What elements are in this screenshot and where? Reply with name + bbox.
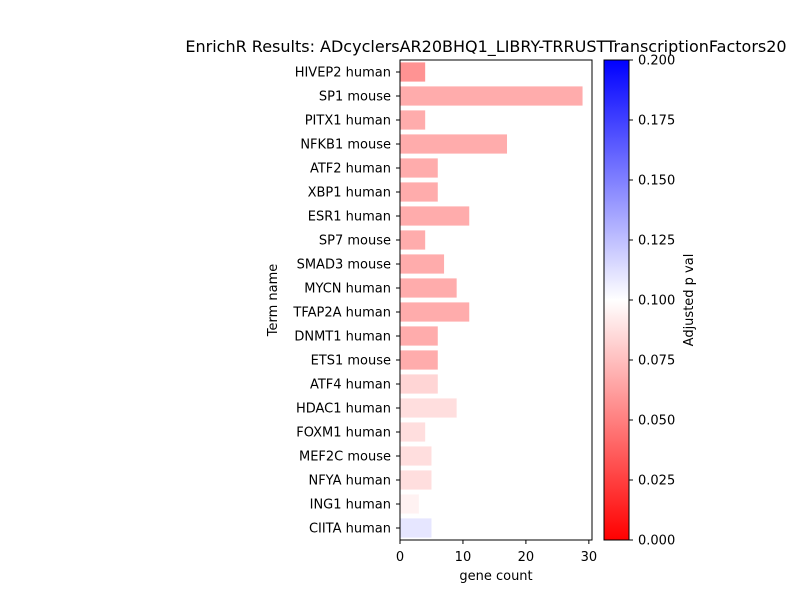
colorbar-tick-label: 0.000 — [638, 534, 675, 549]
y-tick-label: SP1 mouse — [319, 90, 391, 105]
y-tick-label: FOXM1 human — [296, 426, 391, 441]
bar-mycn-human — [400, 278, 457, 298]
colorbar-tick-label: 0.050 — [638, 414, 675, 429]
bar-sp7-mouse — [400, 230, 426, 250]
y-tick-label: MYCN human — [304, 282, 391, 297]
bar-pitx1-human — [400, 110, 426, 130]
bar-dnmt1-human — [400, 326, 438, 346]
y-tick-label: ESR1 human — [308, 210, 391, 225]
bar-tfap2a-human — [400, 302, 470, 322]
y-tick-label: PITX1 human — [305, 114, 391, 129]
y-tick-label: ING1 human — [310, 498, 391, 513]
colorbar-tick-label: 0.175 — [638, 114, 675, 129]
y-tick-label: NFKB1 mouse — [300, 138, 391, 153]
bars-group — [400, 62, 583, 538]
y-tick-label: ETS1 mouse — [311, 354, 391, 369]
bar-atf2-human — [400, 158, 438, 178]
x-tick-label: 30 — [581, 550, 598, 565]
bar-hivep2-human — [400, 62, 426, 82]
y-tick-labels: HIVEP2 human SP1 mouse PITX1 human NFKB1 mo… — [292, 66, 400, 537]
x-tick-label: 0 — [396, 550, 404, 565]
colorbar-tick-label: 0.075 — [638, 354, 675, 369]
colorbar-tick-label: 0.025 — [638, 474, 675, 489]
bar-smad3-mouse — [400, 254, 445, 274]
bar-ets1-mouse — [400, 350, 438, 370]
y-tick-label: ATF2 human — [310, 162, 391, 177]
bar-atf4-human — [400, 374, 438, 394]
bar-foxm1-human — [400, 422, 426, 442]
y-tick-label: HIVEP2 human — [295, 66, 391, 81]
colorbar-tick-label: 0.100 — [638, 294, 675, 309]
x-tick-label: 20 — [518, 550, 535, 565]
chart-title: EnrichR Results: ADcyclersAR20BHQ1_LIBRY… — [185, 37, 786, 57]
y-tick-label: MEF2C mouse — [299, 450, 391, 465]
colorbar-label: Adjusted p val — [682, 254, 697, 347]
bar-ing1-human — [400, 494, 419, 514]
colorbar-tick-labels: 0.000 0.025 0.050 0.075 0.100 0.125 0.150 0.175… — [629, 54, 675, 549]
y-tick-label: SP7 mouse — [319, 234, 391, 249]
bar-mef2c-mouse — [400, 446, 432, 466]
bar-esr1-human — [400, 206, 470, 226]
bar-sp1-mouse — [400, 86, 583, 106]
colorbar-tick-label: 0.150 — [638, 174, 675, 189]
y-tick-label: HDAC1 human — [296, 402, 391, 417]
y-tick-label: DNMT1 human — [294, 330, 391, 345]
bar-ciita-human — [400, 518, 432, 538]
y-tick-label: SMAD3 mouse — [297, 258, 391, 273]
x-tick-labels: 0 10 20 30 — [396, 540, 597, 565]
bar-xbp1-human — [400, 182, 438, 202]
plot-frame — [399, 59, 593, 541]
y-tick-label: NFYA human — [308, 474, 391, 489]
bar-nfkb1-mouse — [400, 134, 508, 154]
x-axis-label: gene count — [459, 569, 532, 584]
bar-nfya-human — [400, 470, 432, 490]
bar-hdac1-human — [400, 398, 457, 418]
y-tick-label: CIITA human — [309, 522, 391, 537]
colorbar-tick-label: 0.125 — [638, 234, 675, 249]
colorbar — [603, 59, 630, 541]
colorbar-tick-label: 0.200 — [638, 54, 675, 69]
y-axis-label: Term name — [266, 264, 281, 338]
x-tick-label: 10 — [455, 550, 472, 565]
y-tick-label: ATF4 human — [310, 378, 391, 393]
y-tick-label: XBP1 human — [308, 186, 391, 201]
y-tick-label: TFAP2A human — [292, 306, 391, 321]
